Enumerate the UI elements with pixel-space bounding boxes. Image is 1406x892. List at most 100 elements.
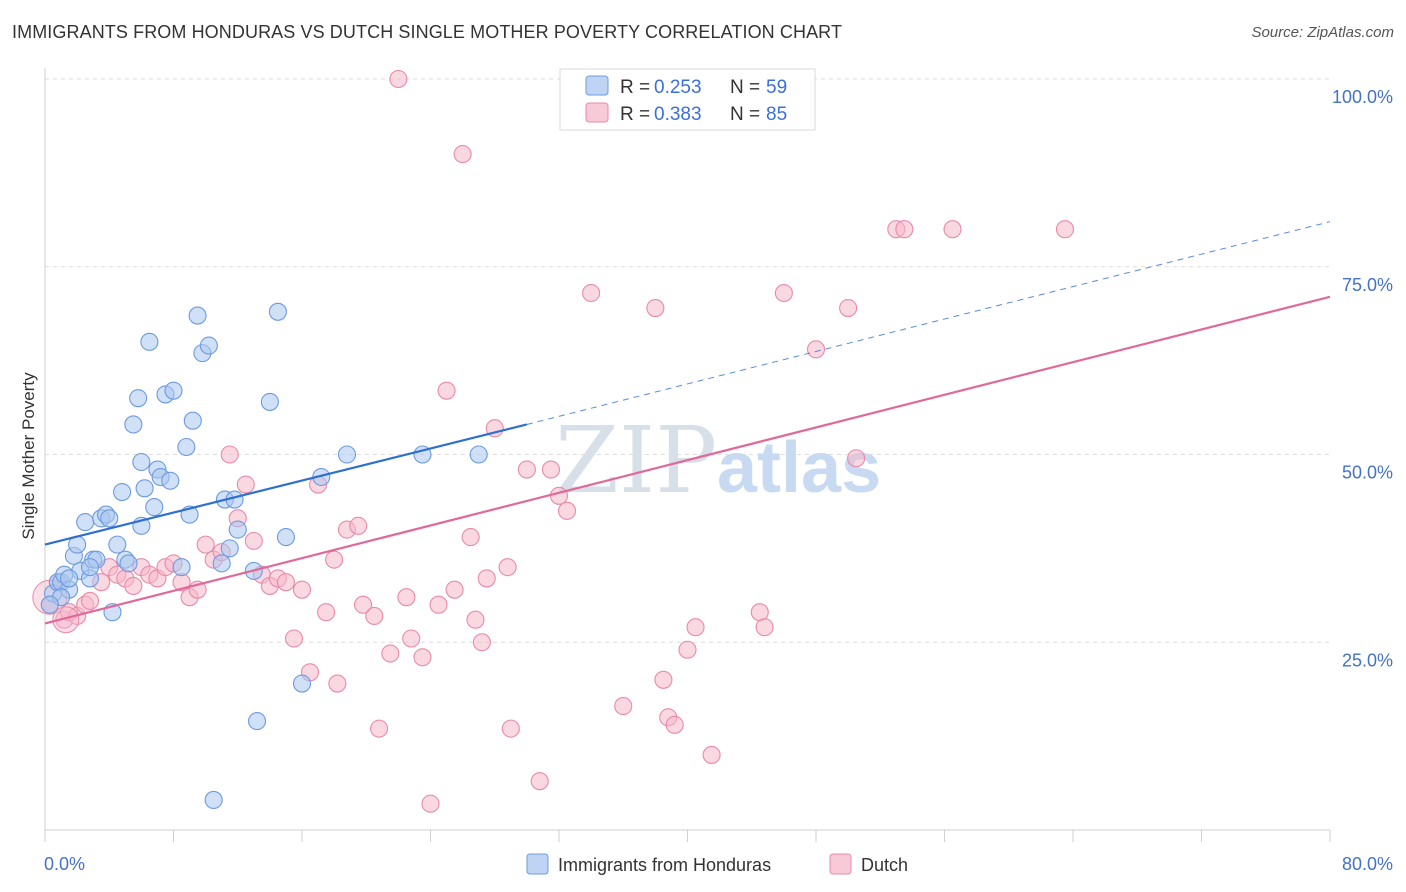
dutch-point-75 [750, 603, 769, 622]
honduras-point-56 [80, 558, 100, 577]
honduras-point-20 [124, 415, 143, 434]
legend-n-value-dutch: 85 [766, 104, 787, 125]
honduras-point-44 [247, 712, 267, 731]
honduras-point-8 [76, 513, 95, 532]
dutch-point-40 [353, 595, 373, 614]
honduras-point-39 [212, 554, 231, 573]
series-legend: Immigrants from Honduras Dutch [526, 853, 908, 875]
honduras-point-16 [108, 535, 127, 554]
dutch-point-62 [541, 460, 561, 479]
honduras-point-14 [100, 509, 119, 528]
legend-swatch-honduras [585, 75, 609, 96]
honduras-point-48 [276, 528, 295, 547]
dutch-point-55 [472, 633, 491, 652]
dutch-point-76 [755, 618, 774, 637]
honduras-point-46 [260, 392, 279, 411]
dutch-point-56 [477, 569, 496, 588]
dutch-point-84 [1055, 220, 1075, 239]
legend-n-value-honduras: 59 [766, 77, 787, 98]
y-tick-label-2: 75.0% [1342, 275, 1393, 295]
honduras-point-17 [113, 482, 132, 502]
legend-n-label-dutch: N = [730, 104, 760, 125]
dutch-point-30 [276, 573, 295, 592]
correlation-legend: R = 0.253 N = 59 R = 0.383 N = 85 [559, 68, 816, 131]
dutch-point-6 [80, 591, 100, 610]
honduras-point-51 [337, 445, 357, 464]
dutch-point-64 [557, 501, 577, 520]
dutch-cluster-point-2 [52, 606, 80, 634]
dutch-point-46 [402, 629, 421, 648]
dutch-point-50 [437, 381, 456, 400]
dutch-trend-line [44, 295, 1331, 625]
dutch-point-69 [654, 670, 673, 689]
x-tick-label-0: 0.0% [44, 854, 85, 874]
dutch-point-54 [466, 610, 485, 629]
honduras-point-25 [145, 498, 164, 517]
dutch-point-65 [582, 283, 601, 303]
dutch-point-71 [665, 715, 684, 734]
dutch-point-60 [517, 460, 536, 479]
honduras-point-29 [161, 471, 180, 490]
dutch-point-82 [895, 220, 914, 239]
dutch-point-35 [317, 603, 336, 622]
dutch-point-44 [389, 69, 408, 89]
honduras-trend-line [44, 423, 528, 546]
legend-swatch-dutch [585, 102, 609, 123]
legend-r-label-dutch: R = [620, 104, 650, 125]
honduras-point-53 [469, 445, 488, 464]
bottom-legend-swatch-honduras [526, 853, 549, 875]
dutch-point-26 [244, 531, 263, 550]
honduras-point-21 [129, 389, 148, 408]
honduras-point-43 [228, 520, 247, 539]
dutch-point-39 [349, 516, 368, 535]
legend-n-label-honduras: N = [730, 77, 760, 98]
dutch-point-51 [445, 580, 464, 599]
axes [44, 68, 1331, 842]
honduras-point-47 [268, 302, 287, 321]
honduras-point-35 [188, 306, 207, 325]
dutch-point-73 [686, 618, 705, 637]
dutch-point-20 [196, 535, 215, 554]
dutch-point-59 [501, 719, 520, 738]
dutch-point-79 [839, 299, 858, 318]
dutch-point-83 [943, 220, 962, 239]
dutch-point-61 [530, 772, 549, 791]
legend-r-value-dutch: 0.383 [654, 104, 702, 125]
y-tick-label-3: 100.0% [1332, 87, 1393, 107]
dutch-point-72 [678, 640, 697, 659]
watermark-zip: ZIP [555, 407, 717, 514]
dutch-point-48 [421, 794, 440, 813]
dutch-point-58 [498, 558, 517, 577]
honduras-trend-extension [526, 221, 1331, 425]
dutch-point-32 [292, 580, 312, 599]
dutch-point-68 [646, 299, 665, 318]
honduras-point-57 [40, 595, 59, 614]
x-tick-label-1: 80.0% [1342, 854, 1393, 874]
bottom-legend-swatch-dutch [829, 853, 852, 875]
dutch-point-80 [847, 449, 866, 468]
honduras-point-55 [60, 569, 79, 588]
honduras-point-24 [140, 332, 159, 351]
chart-title: IMMIGRANTS FROM HONDURAS VS DUTCH SINGLE… [12, 22, 843, 42]
dutch-point-42 [370, 719, 389, 738]
dutch-point-41 [365, 606, 384, 626]
legend-r-value-honduras: 0.253 [654, 77, 702, 98]
honduras-point-19 [119, 554, 138, 573]
dutch-point-37 [328, 674, 347, 693]
dutch-point-47 [413, 648, 432, 667]
dutch-point-11 [124, 576, 143, 595]
legend-r-label-honduras: R = [620, 77, 650, 98]
honduras-points [40, 302, 488, 810]
dutch-point-77 [774, 283, 793, 303]
dutch-point-45 [397, 588, 416, 607]
honduras-point-49 [292, 674, 312, 693]
honduras-point-34 [183, 411, 202, 430]
bottom-legend-dutch: Dutch [861, 855, 908, 875]
honduras-point-38 [204, 790, 223, 810]
dutch-point-63 [549, 486, 569, 505]
dutch-point-23 [220, 445, 239, 464]
grid-lines [45, 78, 1330, 643]
dutch-point-36 [325, 550, 344, 569]
honduras-point-31 [172, 558, 191, 577]
dutch-point-67 [614, 697, 633, 716]
